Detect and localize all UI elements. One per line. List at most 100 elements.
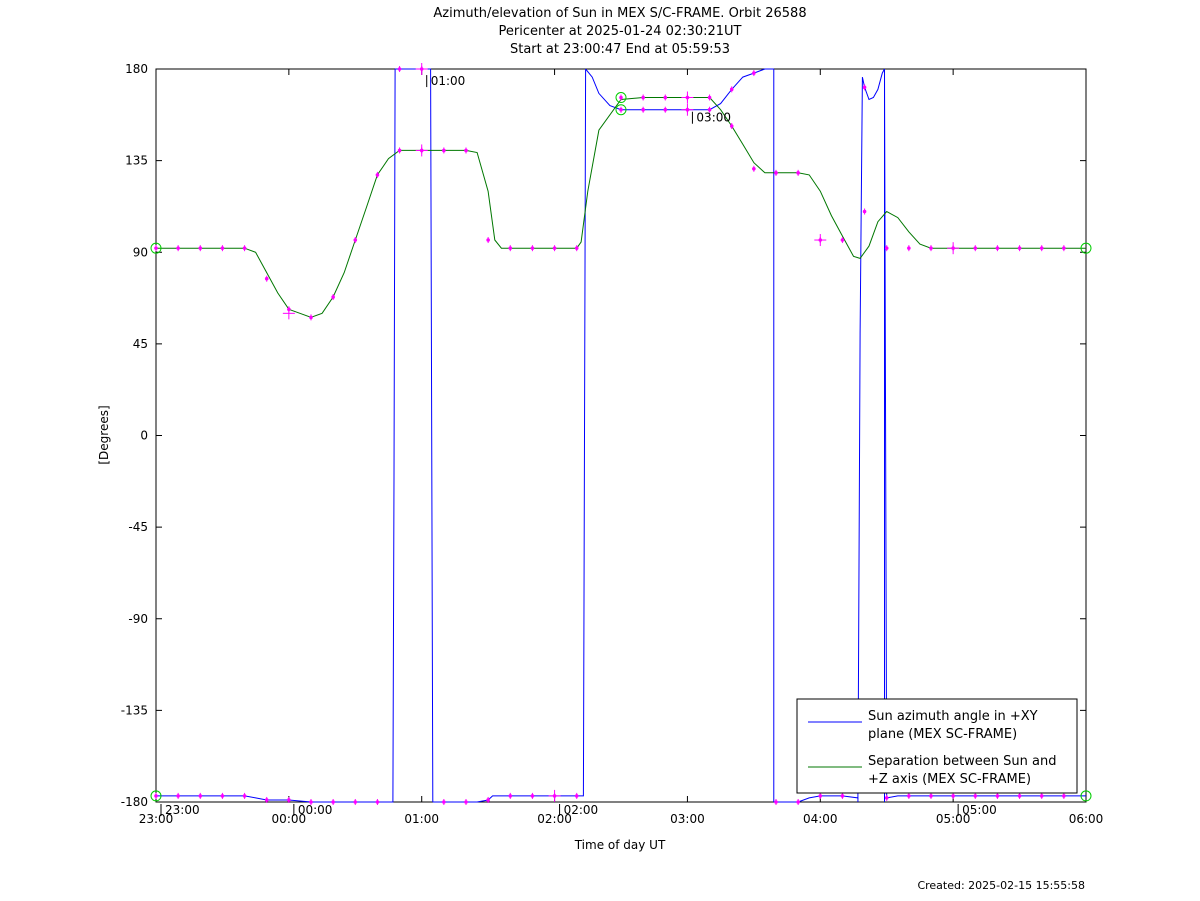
y-tick-label: 180 bbox=[125, 62, 148, 76]
plot-area bbox=[155, 68, 1087, 803]
point-marker bbox=[641, 95, 645, 100]
y-axis: 180 135 90 45 0 -45 -90 -135 -180 bbox=[121, 62, 1086, 809]
title-line-1: Azimuth/elevation of Sun in MEX S/C-FRAM… bbox=[433, 6, 806, 21]
y-tick-label: 90 bbox=[133, 245, 148, 259]
point-marker bbox=[1017, 794, 1022, 798]
azimuth-line-segment-4 bbox=[585, 68, 774, 111]
annotation-label: 23:00 bbox=[165, 803, 200, 817]
point-marker bbox=[287, 798, 291, 802]
y-tick-label: 0 bbox=[140, 429, 148, 443]
point-marker bbox=[641, 107, 645, 112]
x-tick-label: 02:00 bbox=[537, 812, 572, 826]
marker-layer bbox=[150, 63, 1092, 805]
legend-entry-text: plane (MEX SC-FRAME) bbox=[868, 727, 1017, 742]
point-marker bbox=[1017, 246, 1022, 250]
y-tick-label: 135 bbox=[125, 154, 148, 168]
point-marker bbox=[464, 800, 468, 804]
x-tick-label: 00:00 bbox=[272, 812, 307, 826]
title-line-3: Start at 23:00:47 End at 05:59:53 bbox=[510, 42, 730, 57]
point-marker bbox=[442, 800, 446, 804]
legend-entry-text: Sun azimuth angle in +XY bbox=[868, 709, 1038, 724]
point-marker bbox=[729, 124, 734, 128]
point-marker bbox=[774, 800, 778, 804]
point-marker bbox=[707, 95, 712, 100]
point-marker bbox=[464, 148, 468, 153]
x-tick-label: 01:00 bbox=[404, 812, 439, 826]
point-marker bbox=[331, 800, 335, 804]
point-marker bbox=[840, 794, 845, 798]
annotation-label: 02:00 bbox=[564, 803, 599, 817]
point-marker bbox=[907, 794, 911, 798]
point-marker bbox=[663, 95, 668, 100]
point-marker bbox=[752, 166, 756, 171]
annotation-label: 03:00 bbox=[696, 111, 731, 125]
point-marker bbox=[884, 246, 889, 250]
point-marker bbox=[486, 238, 490, 242]
point-marker bbox=[995, 246, 1000, 250]
point-marker bbox=[176, 246, 180, 250]
point-marker bbox=[353, 800, 358, 804]
point-marker bbox=[198, 794, 203, 798]
x-tick-label: 23:00 bbox=[139, 812, 174, 826]
point-marker bbox=[242, 794, 247, 798]
point-marker bbox=[375, 800, 380, 804]
point-marker bbox=[508, 794, 513, 798]
circle-marker bbox=[615, 104, 627, 116]
point-marker bbox=[176, 794, 180, 798]
point-marker bbox=[862, 209, 867, 214]
point-marker bbox=[973, 794, 978, 798]
point-marker bbox=[774, 171, 778, 175]
azimuth-line-segment-1 bbox=[156, 68, 396, 803]
point-marker bbox=[574, 246, 579, 250]
legend-box bbox=[796, 698, 1078, 794]
point-marker bbox=[353, 238, 358, 242]
point-marker bbox=[220, 794, 225, 798]
y-tick-label: -180 bbox=[121, 795, 148, 809]
point-marker bbox=[663, 107, 668, 112]
point-marker bbox=[796, 800, 800, 804]
point-marker bbox=[818, 794, 823, 798]
y-tick-label: 45 bbox=[133, 337, 148, 351]
azimuth-line-segment-5 bbox=[773, 68, 885, 803]
point-marker bbox=[154, 246, 158, 250]
point-marker bbox=[840, 238, 845, 242]
point-marker bbox=[574, 794, 579, 798]
point-marker bbox=[862, 85, 867, 90]
x-axis-label: Time of day UT bbox=[574, 838, 666, 852]
point-marker bbox=[995, 794, 1000, 798]
legend-entry-text: +Z axis (MEX SC-FRAME) bbox=[868, 772, 1031, 787]
point-marker bbox=[1062, 246, 1066, 250]
point-marker bbox=[973, 246, 978, 250]
point-marker bbox=[375, 173, 380, 177]
point-marker bbox=[530, 246, 535, 250]
separation-line bbox=[156, 97, 1086, 318]
legend: Sun azimuth angle in +XY plane (MEX SC-FR… bbox=[796, 698, 1078, 794]
created-timestamp: Created: 2025-02-15 15:55:58 bbox=[917, 879, 1085, 892]
circle-marker bbox=[1080, 790, 1092, 802]
x-tick-label: 04:00 bbox=[803, 812, 838, 826]
point-marker bbox=[619, 95, 623, 100]
y-tick-label: -45 bbox=[128, 520, 148, 534]
point-marker bbox=[1039, 246, 1044, 250]
point-marker bbox=[309, 315, 313, 320]
point-marker bbox=[530, 794, 535, 798]
point-marker bbox=[929, 794, 933, 798]
series-layer bbox=[156, 68, 1086, 803]
point-marker bbox=[331, 295, 335, 299]
point-marker bbox=[242, 246, 247, 250]
title-line-2: Pericenter at 2025-01-24 02:30:21UT bbox=[498, 24, 741, 39]
point-marker bbox=[309, 800, 313, 804]
point-marker bbox=[220, 246, 225, 250]
chart-title: Azimuth/elevation of Sun in MEX S/C-FRAM… bbox=[433, 6, 806, 57]
point-marker bbox=[154, 794, 158, 798]
azimuth-line-segment-3 bbox=[432, 68, 587, 803]
x-tick-label: 06:00 bbox=[1069, 812, 1104, 826]
point-marker bbox=[552, 246, 557, 250]
point-marker bbox=[508, 246, 513, 250]
azimuth-line-segment-6 bbox=[884, 68, 1086, 799]
point-marker bbox=[442, 148, 446, 153]
x-tick-label: 03:00 bbox=[670, 812, 705, 826]
point-marker bbox=[707, 107, 712, 112]
point-marker bbox=[884, 796, 889, 800]
